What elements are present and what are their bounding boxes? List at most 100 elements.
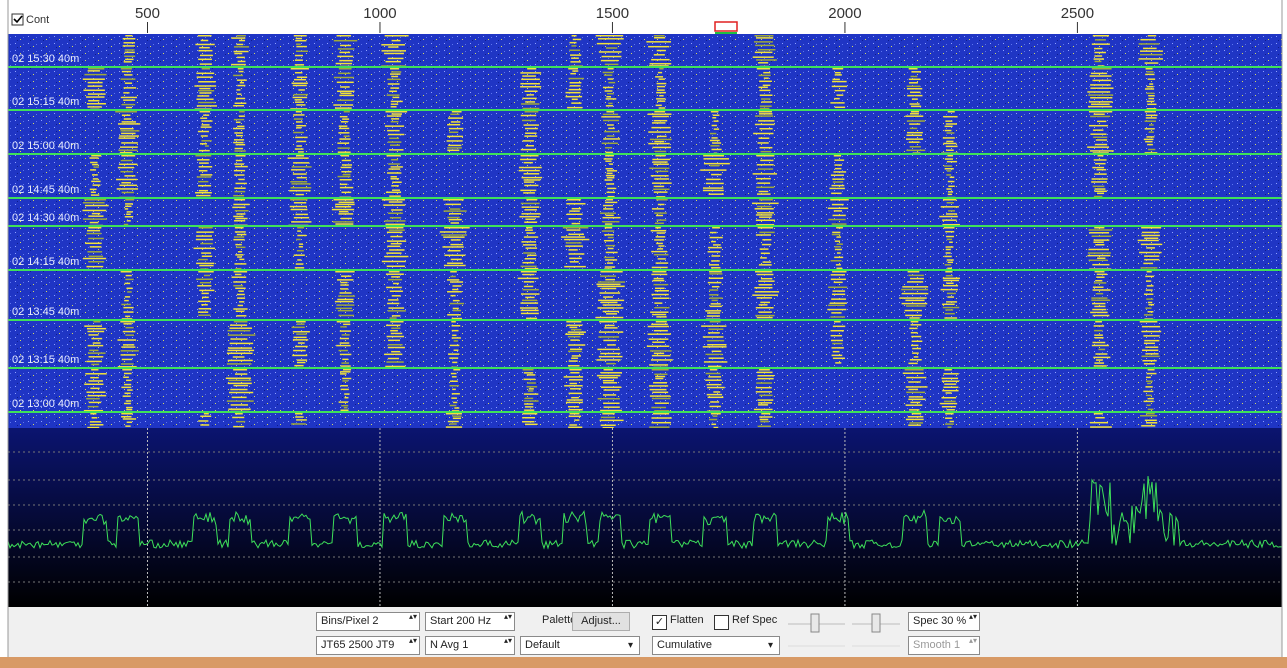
- signal-trace: [909, 317, 919, 319]
- signal-trace: [654, 307, 669, 309]
- signal-trace: [385, 125, 404, 127]
- signal-trace: [836, 243, 842, 245]
- signal-trace: [120, 146, 138, 148]
- cont-label[interactable]: Cont: [26, 14, 49, 26]
- signal-trace: [1144, 237, 1158, 239]
- signal-trace: [1148, 35, 1156, 37]
- signal-trace: [909, 328, 917, 330]
- signal-trace: [236, 98, 245, 100]
- signal-trace: [296, 127, 301, 129]
- signal-trace: [388, 141, 402, 143]
- bins-per-pixel-spinbox[interactable]: Bins/Pixel 2: [316, 612, 420, 631]
- signal-trace: [1089, 125, 1108, 127]
- signal-trace: [88, 93, 106, 95]
- signal-trace: [389, 149, 404, 151]
- signal-trace: [440, 231, 467, 233]
- signal-trace: [834, 257, 843, 259]
- signal-trace: [651, 294, 668, 296]
- signal-trace: [571, 102, 581, 104]
- signal-trace: [607, 135, 615, 137]
- spec-spinbox[interactable]: Spec 30 %: [908, 612, 980, 631]
- signal-trace: [572, 35, 577, 37]
- signal-trace: [1147, 383, 1151, 385]
- signal-trace: [89, 157, 98, 159]
- signal-trace: [835, 72, 841, 74]
- signal-trace: [115, 111, 137, 113]
- signal-trace: [295, 101, 304, 103]
- signal-trace: [710, 406, 721, 408]
- signal-trace: [710, 401, 719, 403]
- checkbox[interactable]: ✓: [652, 615, 667, 630]
- signal-trace: [338, 213, 353, 215]
- signal-trace: [603, 340, 616, 342]
- signal-trace: [570, 388, 581, 390]
- signal-trace: [606, 152, 613, 154]
- signal-trace: [756, 214, 772, 216]
- signal-trace: [912, 348, 921, 350]
- signal-trace: [386, 192, 401, 194]
- ref-spec-checkbox[interactable]: Ref Spec: [714, 612, 777, 631]
- signal-trace: [340, 284, 349, 286]
- signal-trace: [88, 70, 100, 72]
- signal-trace: [753, 173, 777, 175]
- signal-trace: [126, 275, 132, 277]
- start-spinbox[interactable]: Start 200 Hz: [425, 612, 515, 631]
- signal-trace: [1141, 227, 1161, 229]
- signal-trace: [234, 187, 245, 189]
- signal-trace: [573, 39, 581, 41]
- adjust-button[interactable]: Adjust...: [572, 612, 630, 631]
- signal-trace: [198, 311, 208, 313]
- signal-trace: [451, 121, 460, 123]
- signal-trace: [343, 174, 351, 176]
- signal-trace: [1143, 48, 1157, 50]
- signal-trace: [123, 344, 134, 346]
- signal-trace: [835, 240, 840, 242]
- signal-trace: [569, 89, 582, 91]
- signal-trace: [344, 111, 350, 113]
- signal-trace: [339, 202, 355, 204]
- signal-trace: [123, 38, 136, 40]
- signal-trace: [93, 166, 98, 168]
- signal-trace: [337, 142, 349, 144]
- signal-trace: [389, 229, 405, 231]
- signal-trace: [124, 323, 132, 325]
- signal-trace: [712, 142, 721, 144]
- signal-trace: [906, 135, 922, 137]
- signal-trace: [235, 413, 243, 415]
- signal-trace: [711, 137, 717, 139]
- signal-trace: [755, 208, 774, 210]
- n-avg-spinbox[interactable]: N Avg 1: [425, 636, 515, 655]
- signal-trace: [84, 325, 102, 327]
- checkbox[interactable]: [714, 615, 729, 630]
- signal-trace: [298, 151, 304, 153]
- signal-trace: [1095, 163, 1105, 165]
- signal-trace: [603, 380, 614, 382]
- signal-trace: [943, 199, 956, 201]
- signal-trace: [948, 186, 955, 188]
- signal-trace: [199, 290, 214, 292]
- signal-trace: [235, 288, 245, 290]
- signal-trace: [652, 116, 669, 118]
- signal-trace: [201, 293, 208, 295]
- signal-trace: [906, 392, 925, 394]
- signal-trace: [92, 213, 100, 215]
- signal-trace: [760, 419, 769, 421]
- signal-trace: [709, 357, 724, 359]
- smooth-spinbox[interactable]: Smooth 1: [908, 636, 980, 655]
- signal-trace: [701, 325, 726, 327]
- spectrum-combo[interactable]: Cumulative: [652, 636, 780, 655]
- signal-trace: [835, 107, 845, 109]
- mode-spinbox[interactable]: JT65 2500 JT9: [316, 636, 420, 655]
- signal-trace: [703, 336, 724, 338]
- signal-trace: [388, 340, 400, 342]
- signal-trace: [198, 314, 210, 316]
- signal-trace: [123, 45, 135, 47]
- signal-trace: [125, 59, 133, 61]
- signal-trace: [1146, 380, 1153, 382]
- signal-trace: [450, 423, 457, 425]
- signal-trace: [297, 227, 304, 229]
- palette-combo[interactable]: Default: [520, 636, 640, 655]
- signal-trace: [237, 93, 242, 95]
- flatten-checkbox[interactable]: ✓Flatten: [652, 612, 704, 631]
- signal-trace: [564, 385, 583, 387]
